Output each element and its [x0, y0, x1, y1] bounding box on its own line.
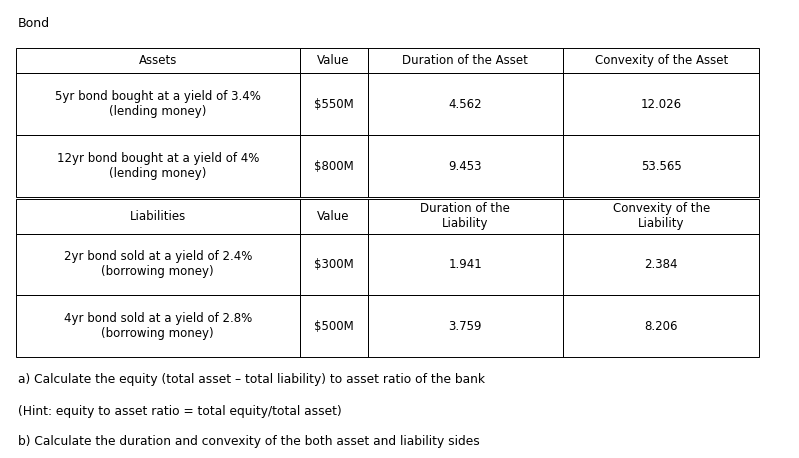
Text: Duration of the
Liability: Duration of the Liability: [420, 202, 511, 230]
Text: Value: Value: [317, 210, 350, 223]
Text: Convexity of the
Liability: Convexity of the Liability: [613, 202, 710, 230]
Text: 4yr bond sold at a yield of 2.8%
(borrowing money): 4yr bond sold at a yield of 2.8% (borrow…: [64, 312, 252, 340]
Text: Value: Value: [317, 54, 350, 67]
Bar: [368, 48, 563, 73]
Text: 3.759: 3.759: [449, 320, 482, 333]
Text: 2.384: 2.384: [645, 258, 678, 271]
Bar: [563, 73, 759, 135]
Bar: [300, 199, 368, 234]
Text: 12yr bond bought at a yield of 4%
(lending money): 12yr bond bought at a yield of 4% (lendi…: [57, 152, 259, 180]
Text: Bond: Bond: [18, 17, 50, 30]
Text: b) Calculate the duration and convexity of the both asset and liability sides: b) Calculate the duration and convexity …: [18, 435, 479, 448]
Text: 4.562: 4.562: [448, 98, 483, 111]
Bar: [16, 135, 300, 197]
Text: $500M: $500M: [314, 320, 353, 333]
Text: a) Calculate the equity (total asset – total liability) to asset ratio of the ba: a) Calculate the equity (total asset – t…: [18, 373, 484, 386]
Bar: [16, 199, 300, 234]
Bar: [563, 199, 759, 234]
Text: 2yr bond sold at a yield of 2.4%
(borrowing money): 2yr bond sold at a yield of 2.4% (borrow…: [64, 251, 252, 278]
Bar: [16, 295, 300, 357]
Bar: [368, 234, 563, 295]
Text: $300M: $300M: [314, 258, 353, 271]
Text: $550M: $550M: [314, 98, 353, 111]
Text: 1.941: 1.941: [448, 258, 483, 271]
Bar: [563, 48, 759, 73]
Text: 8.206: 8.206: [645, 320, 678, 333]
Text: (Hint: equity to asset ratio = total equity/total asset): (Hint: equity to asset ratio = total equ…: [18, 405, 341, 418]
Text: Liabilities: Liabilities: [129, 210, 186, 223]
Bar: [16, 234, 300, 295]
Bar: [563, 295, 759, 357]
Text: 12.026: 12.026: [641, 98, 682, 111]
Bar: [368, 135, 563, 197]
Bar: [563, 135, 759, 197]
Text: Duration of the Asset: Duration of the Asset: [403, 54, 528, 67]
Bar: [300, 135, 368, 197]
Bar: [16, 73, 300, 135]
Bar: [16, 48, 300, 73]
Bar: [300, 73, 368, 135]
Text: 5yr bond bought at a yield of 3.4%
(lending money): 5yr bond bought at a yield of 3.4% (lend…: [55, 90, 260, 118]
Text: Convexity of the Asset: Convexity of the Asset: [594, 54, 728, 67]
Bar: [368, 73, 563, 135]
Text: Assets: Assets: [138, 54, 177, 67]
Text: 53.565: 53.565: [641, 159, 682, 173]
Bar: [300, 48, 368, 73]
Bar: [368, 199, 563, 234]
Text: 9.453: 9.453: [449, 159, 482, 173]
Text: $800M: $800M: [314, 159, 353, 173]
Bar: [300, 295, 368, 357]
Bar: [368, 295, 563, 357]
Bar: [300, 234, 368, 295]
Bar: [563, 234, 759, 295]
